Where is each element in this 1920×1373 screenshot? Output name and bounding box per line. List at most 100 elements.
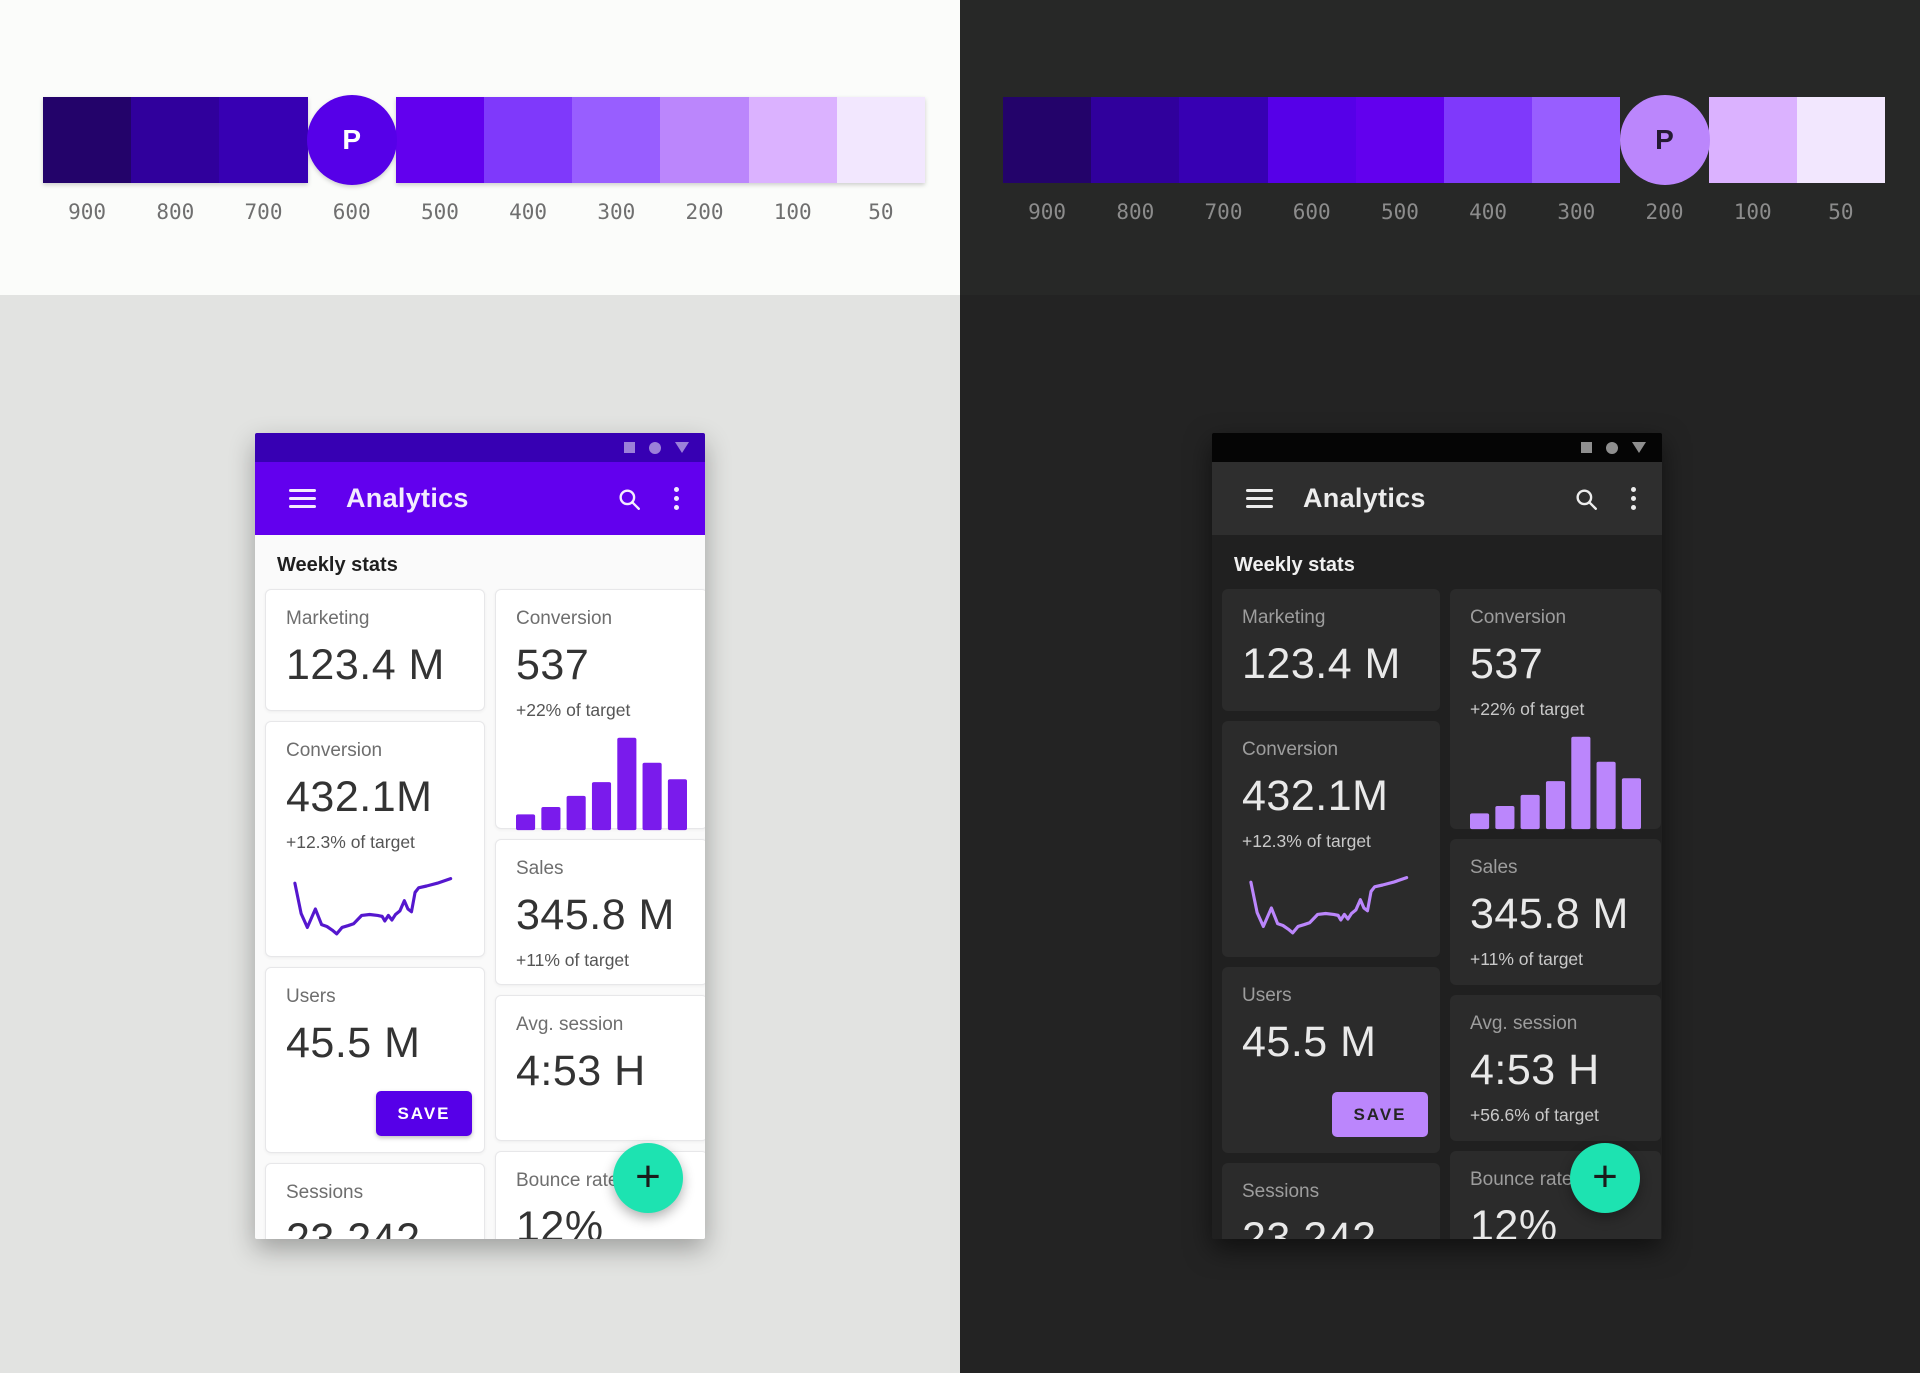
card-label: Conversion: [1242, 739, 1339, 760]
palette-shade-label: 500: [420, 200, 459, 224]
palette-swatch-100: [748, 97, 837, 183]
fab-add-button[interactable]: +: [613, 1143, 683, 1213]
card-label: Users: [1242, 985, 1292, 1006]
palette-strip-dark: P: [1003, 95, 1886, 185]
status-bar: [255, 433, 705, 462]
card-column-left: Marketing 123.4 M Conversion 432.1M +12.…: [265, 589, 485, 1239]
card-label: Conversion: [516, 608, 613, 629]
card-label: Marketing: [286, 608, 370, 629]
app-content: Weekly stats Marketing 123.4 M Conversio…: [1212, 535, 1662, 1239]
save-button[interactable]: SAVE: [376, 1091, 472, 1136]
fab-add-button[interactable]: +: [1570, 1143, 1640, 1213]
status-circle-icon: [649, 441, 661, 454]
conversion-line-chart: [293, 877, 453, 936]
palette-shade-label: 600: [1292, 200, 1331, 224]
card-value: 537: [516, 641, 590, 689]
palette-swatch-900: [43, 97, 132, 183]
section-title: Weekly stats: [277, 554, 398, 576]
palette-shade-label: 100: [1733, 200, 1772, 224]
card-conversion-bar: Conversion 537 +22% of target: [495, 589, 705, 831]
palette-shade-label: 200: [1645, 200, 1684, 224]
palette-shade-label: 400: [1469, 200, 1508, 224]
palette-swatch-200: P: [1619, 95, 1710, 185]
palette-swatch-200: [660, 97, 749, 183]
card-marketing: Marketing 123.4 M: [1222, 589, 1440, 711]
card-sessions: Sessions 23,242: [265, 1163, 485, 1239]
card-grid: Marketing 123.4 M Conversion 432.1M +12.…: [265, 589, 705, 1239]
section-title: Weekly stats: [1234, 554, 1355, 576]
card-target: +22% of target: [516, 700, 631, 720]
palette-strip-light: P: [43, 95, 926, 185]
palette-shade-label: 900: [1028, 200, 1067, 224]
app-bar-actions: [616, 485, 683, 512]
card-value: 537: [1470, 640, 1544, 688]
palette-swatch-100: [1708, 97, 1797, 183]
palette-swatch-600: [1267, 97, 1356, 183]
card-avg-session: Avg. session 4:53 H: [495, 995, 705, 1141]
card-label: Sales: [516, 858, 564, 879]
conversion-line-chart: [1249, 876, 1409, 935]
card-avg-session: Avg. session 4:53 H +56.6% of target: [1450, 995, 1661, 1141]
card-value: 432.1M: [286, 773, 433, 821]
plus-icon: +: [635, 1151, 661, 1201]
palette-swatch-700: [219, 97, 308, 183]
card-grid: Marketing 123.4 M Conversion 432.1M +12.…: [1222, 589, 1661, 1239]
search-icon[interactable]: [1573, 486, 1599, 512]
search-icon[interactable]: [616, 486, 642, 512]
palette-shade-label: 700: [1204, 200, 1243, 224]
card-target: +12.3% of target: [1242, 831, 1371, 851]
status-triangle-icon: [1632, 442, 1646, 453]
card-value: 4:53 H: [516, 1047, 646, 1095]
card-value: 23,242: [286, 1215, 421, 1239]
palette-shade-label: 800: [1116, 200, 1155, 224]
palette-shade-label: 600: [332, 200, 371, 224]
card-sales: Sales 345.8 M +11% of target: [495, 839, 705, 985]
card-label: Avg. session: [1470, 1013, 1578, 1034]
card-label: Users: [286, 986, 336, 1007]
card-label: Marketing: [1242, 607, 1326, 628]
card-value: 45.5 M: [286, 1019, 421, 1067]
palette-labels-dark: 900 800 700 600 500 400 300 200 100 50: [1003, 200, 1885, 224]
palette-swatch-800: [131, 97, 220, 183]
palette-swatch-300: [1532, 97, 1621, 183]
app-bar: Analytics: [255, 462, 705, 535]
card-target: +11% of target: [516, 950, 630, 970]
card-label: Conversion: [1470, 607, 1567, 628]
palette-swatch-50: [1796, 97, 1886, 183]
status-bar: [1212, 433, 1662, 462]
overflow-menu-icon[interactable]: [670, 485, 683, 512]
card-value: 123.4 M: [1242, 640, 1401, 688]
conversion-bar-chart: [516, 737, 687, 831]
palette-swatch-500: [1355, 97, 1445, 183]
palette-swatch-400: [1444, 97, 1533, 183]
card-label: Sessions: [286, 1182, 364, 1203]
analytics-app-dark: Analytics Weekly stats Marketing 123.4 M: [1212, 433, 1662, 1239]
palette-swatch-300: [572, 97, 661, 183]
card-users: Users 45.5 M SAVE: [265, 967, 485, 1153]
status-square-icon: [1581, 442, 1592, 453]
card-value: 12%: [516, 1203, 604, 1239]
menu-icon[interactable]: [289, 489, 316, 508]
palette-shade-label: 800: [156, 200, 195, 224]
card-value: 123.4 M: [286, 641, 445, 689]
menu-icon[interactable]: [1246, 489, 1273, 508]
palette-shade-label: 500: [1380, 200, 1419, 224]
card-target: +22% of target: [1470, 699, 1585, 719]
overflow-menu-icon[interactable]: [1627, 485, 1640, 512]
palette-swatch-400: [484, 97, 573, 183]
card-target: +12.3% of target: [286, 832, 415, 852]
conversion-bar-chart: [1470, 736, 1641, 830]
card-value: 345.8 M: [1470, 890, 1629, 938]
save-button[interactable]: SAVE: [1332, 1092, 1428, 1137]
palette-shade-label: 300: [597, 200, 636, 224]
palette-shade-label: 100: [773, 200, 812, 224]
card-value: 45.5 M: [1242, 1018, 1377, 1066]
palette-labels-light: 900 800 700 600 500 400 300 200 100 50: [43, 200, 925, 224]
palette-swatch-600: P: [306, 95, 397, 185]
card-column-left: Marketing 123.4 M Conversion 432.1M +12.…: [1222, 589, 1440, 1239]
app-bar: Analytics: [1212, 462, 1662, 535]
card-column-right: Conversion 537 +22% of target Sales 345.…: [495, 589, 705, 1239]
palette-shade-label: 200: [685, 200, 724, 224]
card-conversion-line: Conversion 432.1M +12.3% of target: [265, 721, 485, 957]
